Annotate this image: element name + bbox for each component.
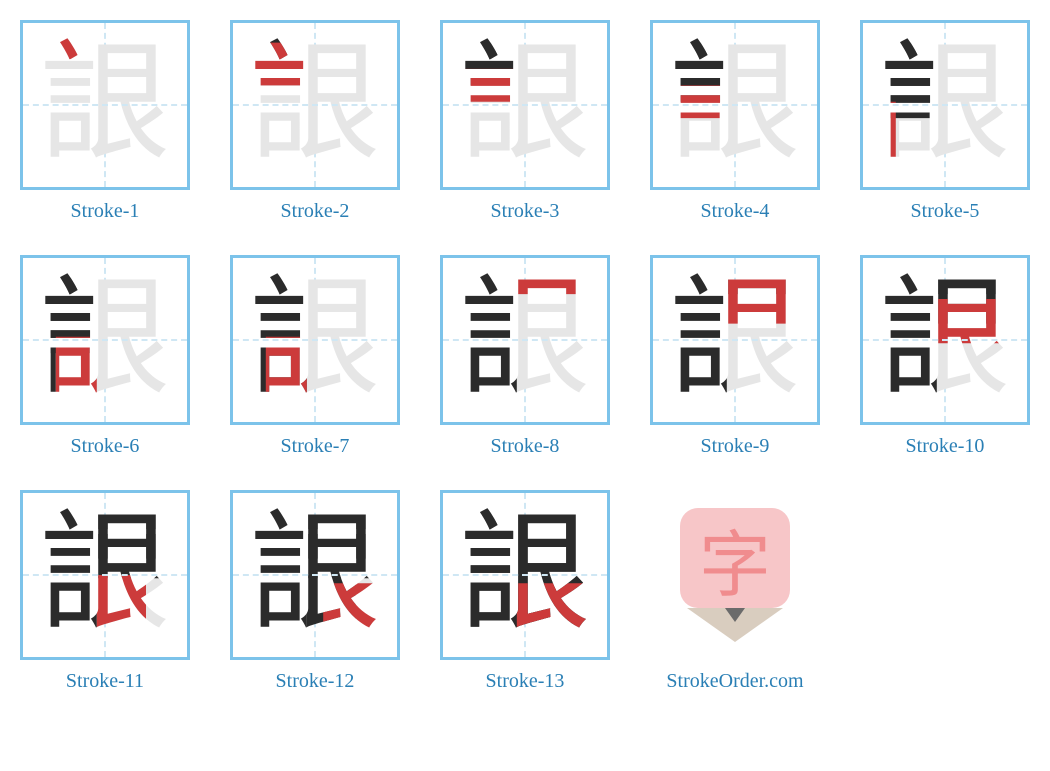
stroke-caption-13: Stroke-13 bbox=[486, 670, 565, 693]
stroke-cell-6: 詪詪詪詪詪詪詪 Stroke-6 bbox=[20, 255, 190, 458]
stroke-cell-7: 詪詪詪 Stroke-7 bbox=[230, 255, 400, 458]
logo-glyph-box: 字 bbox=[680, 508, 790, 608]
stroke-caption-11: Stroke-11 bbox=[66, 670, 144, 693]
stroke-tile-11: 詪詪詪詪詪詪 bbox=[20, 490, 190, 660]
stroke-tile-7: 詪詪詪 bbox=[230, 255, 400, 425]
stroke-caption-8: Stroke-8 bbox=[491, 435, 560, 458]
stroke-cell-1: 詪詪 Stroke-1 bbox=[20, 20, 190, 223]
stroke-caption-3: Stroke-3 bbox=[491, 200, 560, 223]
logo-caption: StrokeOrder.com bbox=[666, 670, 803, 693]
stroke-tile-10: 詪詪詪詪詪 bbox=[860, 255, 1030, 425]
stroke-caption-7: Stroke-7 bbox=[281, 435, 350, 458]
stroke-cell-8: 詪詪詪 Stroke-8 bbox=[440, 255, 610, 458]
stroke-caption-1: Stroke-1 bbox=[71, 200, 140, 223]
stroke-cell-3: 詪詪詪詪 Stroke-3 bbox=[440, 20, 610, 223]
stroke-cell-12: 詪詪詪詪詪詪詪 Stroke-12 bbox=[230, 490, 400, 693]
stroke-tile-3: 詪詪詪詪 bbox=[440, 20, 610, 190]
stroke-grid: 詪詪 Stroke-1 詪詪詪 Stroke-2 詪詪詪詪 Stroke-3 詪詪詪詪詪 St… bbox=[20, 20, 1030, 693]
stroke-tile-6: 詪詪詪詪詪詪詪 bbox=[20, 255, 190, 425]
stroke-tile-9: 詪詪詪詪 bbox=[650, 255, 820, 425]
stroke-tile-13: 詪詪詪詪詪 bbox=[440, 490, 610, 660]
stroke-caption-4: Stroke-4 bbox=[701, 200, 770, 223]
stroke-tile-8: 詪詪詪 bbox=[440, 255, 610, 425]
stroke-cell-13: 詪詪詪詪詪 Stroke-13 bbox=[440, 490, 610, 693]
stroke-caption-5: Stroke-5 bbox=[911, 200, 980, 223]
stroke-cell-4: 詪詪詪詪詪 Stroke-4 bbox=[650, 20, 820, 223]
stroke-cell-2: 詪詪詪 Stroke-2 bbox=[230, 20, 400, 223]
logo-tile: 字 bbox=[650, 490, 820, 660]
pencil-tip-icon bbox=[687, 608, 783, 642]
stroke-cell-5: 詪詪詪詪詪詪 Stroke-5 bbox=[860, 20, 1030, 223]
stroke-caption-2: Stroke-2 bbox=[281, 200, 350, 223]
stroke-caption-12: Stroke-12 bbox=[276, 670, 355, 693]
stroke-tile-5: 詪詪詪詪詪詪 bbox=[860, 20, 1030, 190]
stroke-cell-11: 詪詪詪詪詪詪 Stroke-11 bbox=[20, 490, 190, 693]
stroke-caption-10: Stroke-10 bbox=[906, 435, 985, 458]
stroke-cell-9: 詪詪詪詪 Stroke-9 bbox=[650, 255, 820, 458]
stroke-tile-12: 詪詪詪詪詪詪詪 bbox=[230, 490, 400, 660]
stroke-caption-9: Stroke-9 bbox=[701, 435, 770, 458]
stroke-cell-10: 詪詪詪詪詪 Stroke-10 bbox=[860, 255, 1030, 458]
stroke-tile-4: 詪詪詪詪詪 bbox=[650, 20, 820, 190]
stroke-tile-1: 詪詪 bbox=[20, 20, 190, 190]
stroke-tile-2: 詪詪詪 bbox=[230, 20, 400, 190]
stroke-caption-6: Stroke-6 bbox=[71, 435, 140, 458]
logo-cell: 字 StrokeOrder.com bbox=[650, 490, 820, 693]
